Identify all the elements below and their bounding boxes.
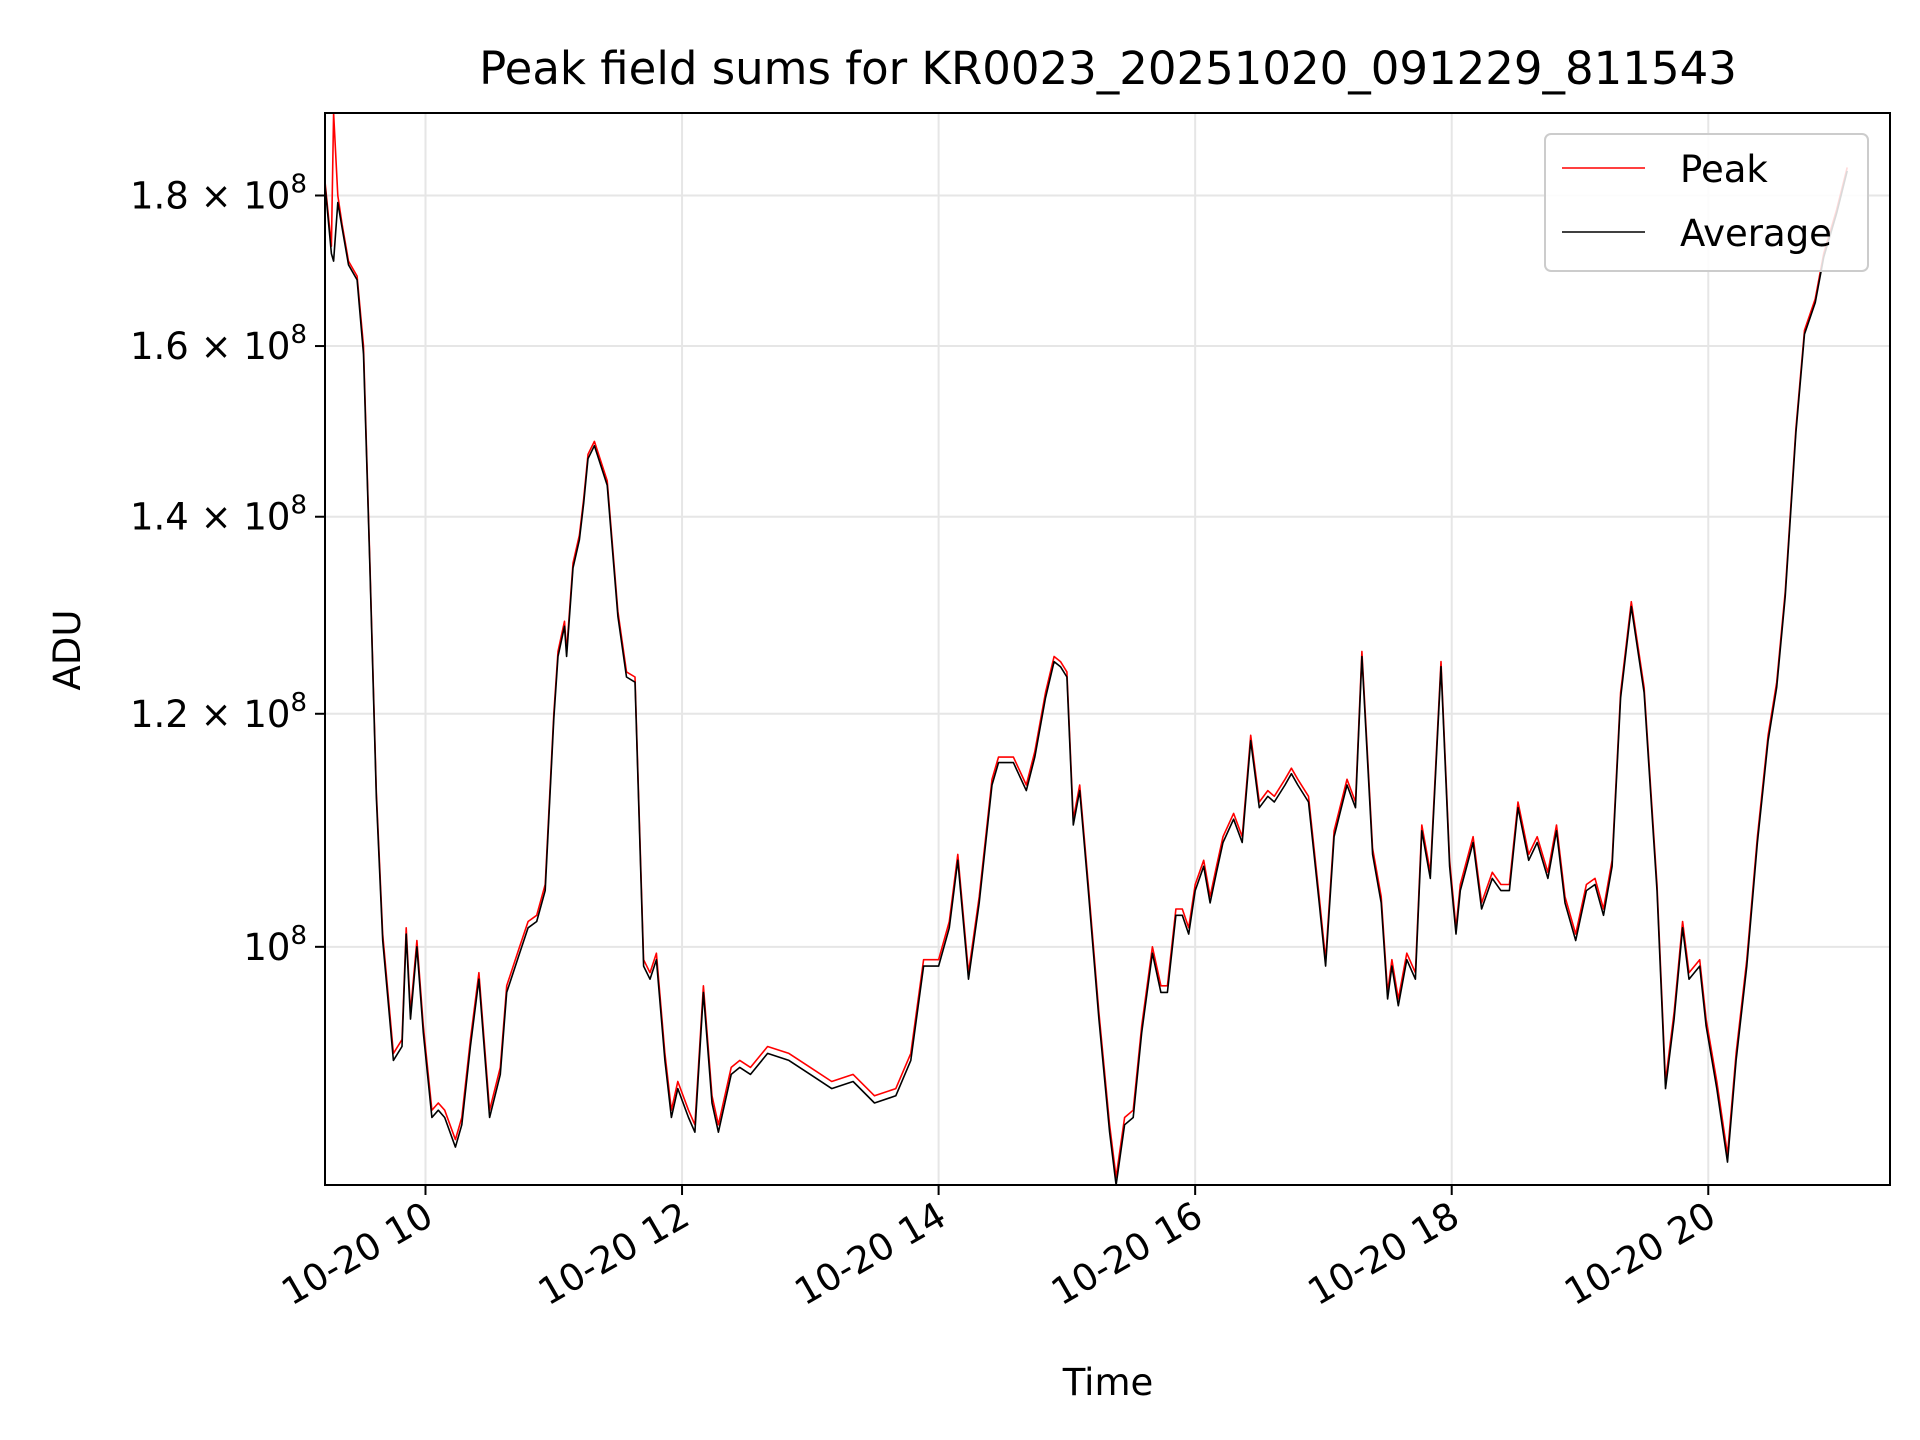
y-tick-label-base: 1.4 × 10: [130, 496, 290, 539]
y-tick-label-exponent: 8: [290, 688, 307, 718]
y-tick-label: 1.8 × 108: [130, 169, 307, 217]
plot-lines: [324, 112, 1848, 1186]
y-tick-label: 108: [243, 921, 307, 969]
legend-label-average: Average: [1680, 212, 1832, 255]
legend: Peak Average: [1544, 133, 1869, 272]
legend-label-peak: Peak: [1680, 148, 1768, 191]
x-axis-label: Time: [1062, 1361, 1154, 1404]
chart-title: Peak field sums for KR0023_20251020_0912…: [479, 42, 1737, 95]
y-tick-label-exponent: 8: [290, 491, 307, 521]
series-line-average: [324, 170, 1848, 1186]
y-tick-label-base: 10: [243, 926, 290, 969]
y-tick-label-exponent: 8: [290, 320, 307, 350]
y-tick-label-exponent: 8: [290, 921, 307, 951]
y-tick-label-exponent: 8: [290, 169, 307, 199]
y-tick-label-base: 1.6 × 10: [130, 325, 290, 368]
y-axis-label: ADU: [46, 610, 89, 691]
plot-frame: [324, 112, 1891, 1186]
y-tick-label: 1.2 × 108: [130, 688, 307, 736]
y-tick-label: 1.4 × 108: [130, 491, 307, 539]
y-tick-label: 1.6 × 108: [130, 320, 307, 368]
y-tick-label-base: 1.2 × 10: [130, 693, 290, 736]
y-tick-label-base: 1.8 × 10: [130, 174, 290, 217]
